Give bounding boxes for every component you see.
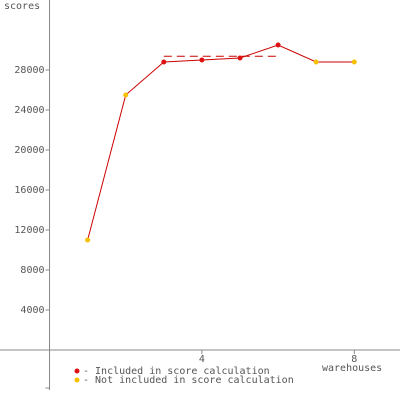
legend-marker bbox=[74, 368, 80, 374]
legend-label: - Not included in score calculation bbox=[83, 375, 294, 386]
data-point bbox=[85, 237, 91, 243]
y-axis-label: scores bbox=[4, 1, 40, 12]
data-point bbox=[313, 59, 319, 65]
y-tick-label: 4000 bbox=[20, 305, 44, 316]
data-point bbox=[351, 59, 357, 65]
data-point bbox=[237, 55, 243, 61]
legend-label: - Included in score calculation bbox=[83, 366, 270, 377]
data-point bbox=[123, 92, 129, 98]
data-point bbox=[275, 42, 281, 48]
y-tick-label: 12000 bbox=[14, 225, 44, 236]
y-tick-label: 8000 bbox=[20, 265, 44, 276]
x-axis-label: warehouses bbox=[322, 363, 382, 374]
x-tick-label: 4 bbox=[199, 354, 205, 365]
legend-marker bbox=[74, 377, 80, 383]
x-tick-label: 8 bbox=[351, 354, 357, 365]
y-tick-label: 28000 bbox=[14, 65, 44, 76]
data-line bbox=[87, 44, 355, 241]
y-tick-label: 24000 bbox=[14, 105, 44, 116]
data-point bbox=[199, 57, 205, 63]
y-tick-label: 20000 bbox=[14, 145, 44, 156]
data-point bbox=[161, 59, 167, 65]
y-tick-label: 16000 bbox=[14, 185, 44, 196]
